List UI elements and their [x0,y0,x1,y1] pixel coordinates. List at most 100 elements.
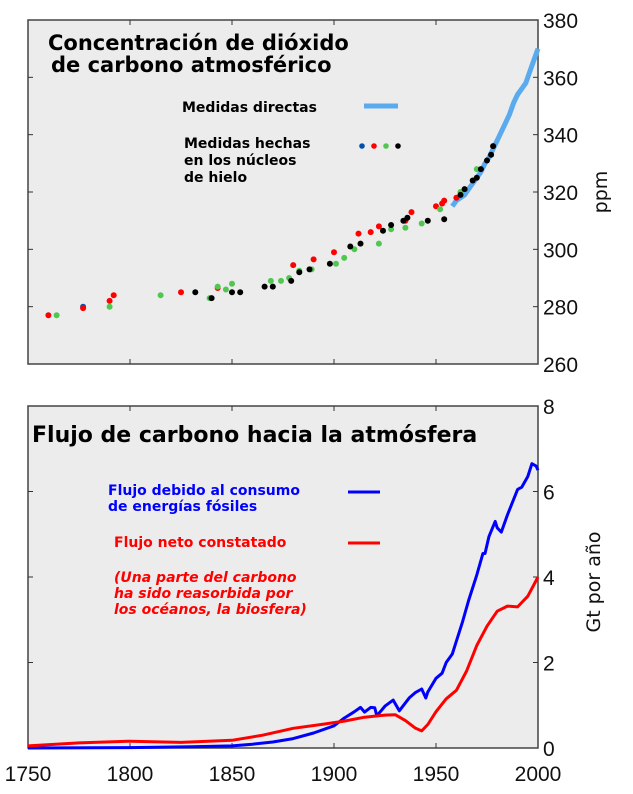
ice-core-data-point [477,166,484,173]
y-tick-label: 260 [543,354,578,377]
x-tick-label: 1800 [107,763,154,786]
ice-core-data-point [269,283,276,290]
y-tick-label: 380 [543,10,578,33]
ice-core-data-point [214,283,221,290]
legend-ice-core-label-line-3: de hielo [184,170,247,186]
flux-x-tick-labels: 1750 1800 1850 1900 1950 2000 [5,763,562,786]
x-tick-label: 1950 [413,763,460,786]
y-tick-label: 0 [543,738,555,761]
ice-core-data-point [178,289,184,296]
ice-core-data-point [288,277,295,284]
flux-chart-title: Flujo de carbono hacia la atmósfera [32,423,477,448]
ice-core-data-point [388,222,395,228]
ice-core-data-point [53,312,60,319]
ice-core-data-point [418,220,425,227]
legend-ice-core-markers [359,143,401,149]
flux-legend: Flujo debido al consumo de energías fósi… [108,483,380,618]
ice-core-data-point [388,226,395,233]
legend-net-flux-label: Flujo neto constatado [114,535,287,551]
ice-core-data-point [192,289,199,296]
y-tick-label: 280 [543,297,578,320]
flux-series [27,462,540,750]
legend-marker-red [371,143,377,149]
y-tick-label: 300 [543,239,578,262]
ice-core-data-point [441,216,448,223]
ice-core-data-point [290,262,297,269]
legend-direct-measurements-label: Medidas directas [182,100,317,116]
y-tick-label: 8 [543,396,555,419]
y-tick-label: 2 [543,653,555,676]
legend-fossil-label-line-1: Flujo debido al consumo [108,483,300,499]
co2-legend: Medidas directas Medidas hechas en los n… [182,100,401,186]
ice-core-data-point [437,206,444,213]
ice-core-data-point [375,223,382,230]
legend-ice-core-label-line-2: en los núcleos [184,153,296,169]
co2-plot-area [27,19,539,365]
ice-core-data-point [278,277,284,284]
ice-core-data-point [331,249,337,256]
flux-y-tick-labels: 0 2 4 6 8 [543,396,555,761]
ice-core-data-point [237,289,244,296]
ice-core-data-point [490,143,497,150]
ice-core-data-point [473,174,480,181]
ice-core-data-point [229,280,235,287]
flux-annotation-line-1: (Una parte del carbono [114,570,297,586]
ice-core-data-point [110,292,117,299]
legend-marker-blue [359,143,365,149]
x-tick-label: 2000 [515,763,562,786]
y-tick-label: 4 [543,567,555,590]
ice-core-data-point [296,269,303,276]
ice-core-data-point [408,209,415,216]
ice-core-data-point [229,289,235,296]
ice-core-data-point [267,277,274,284]
y-tick-label: 340 [543,125,578,148]
ice-core-data-point [441,197,448,204]
ice-core-data-point [157,292,164,299]
ice-core-data-point [367,229,374,236]
ice-core-data-point [402,224,409,231]
ice-core-data-point [261,283,268,290]
co2-series [45,47,541,319]
co2-y-axis-title: ppm [590,171,612,214]
co2-y-tick-labels: 260 280 300 320 340 360 380 [543,10,578,377]
co2-chart-title-line-2: de carbono atmosférico [51,53,332,77]
ice-core-data-point [347,243,354,250]
ice-core-data-point [375,240,382,247]
co2-axis-ticks [28,20,538,364]
ice-core-data-point [488,151,495,158]
flux-axis-ticks [28,406,538,748]
x-tick-label: 1750 [5,763,52,786]
carbon-flux-chart: Flujo de carbono hacia la atmósfera Fluj… [5,396,605,786]
ice-core-data-point [461,186,468,193]
x-tick-label: 1900 [311,763,358,786]
ice-core-data-point [80,305,87,312]
flux-annotation-line-3: los océanos, la biosfera) [114,602,307,618]
ice-core-data-point [355,230,362,237]
ice-core-data-point [326,260,333,267]
ice-core-data-point [457,191,464,198]
ice-core-data-point [333,260,339,267]
ice-core-data-point [106,297,113,304]
legend-marker-black [395,143,401,149]
fossil-fuel-flux-line [27,462,540,750]
ice-core-data-point [424,217,431,224]
ice-core-data-point [404,214,411,221]
net-flux-line [27,576,540,748]
ice-core-data-point [106,303,113,310]
ice-core-data-point [208,295,215,302]
x-tick-label: 1850 [209,763,256,786]
ice-core-data-point [380,227,386,234]
ice-core-data-point [473,166,480,173]
legend-fossil-label-line-2: de energías fósiles [108,499,257,515]
flux-plot-area [27,405,539,749]
ice-core-data-point [222,286,229,293]
ice-core-data-point [306,266,313,273]
co2-concentration-chart: Concentración de dióxido de carbono atmo… [27,10,612,377]
legend-marker-green [383,143,389,149]
ice-core-data-point [357,240,364,247]
flux-y-axis-title: Gt por año [583,531,605,632]
y-tick-label: 360 [543,67,578,90]
ice-core-data-point [310,256,317,263]
ice-core-data-point [341,254,348,261]
